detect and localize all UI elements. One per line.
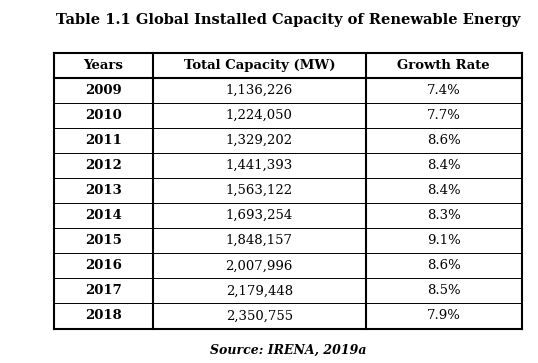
Text: 2017: 2017 [85,284,122,297]
Text: 7.4%: 7.4% [427,84,461,97]
Text: 1,563,122: 1,563,122 [226,184,293,197]
Text: 7.9%: 7.9% [427,310,461,322]
Text: 2016: 2016 [85,259,122,272]
Text: 2,350,755: 2,350,755 [226,310,293,322]
Text: Source: IRENA, 2019a: Source: IRENA, 2019a [210,344,366,357]
Text: Years: Years [83,59,123,72]
Text: 1,441,393: 1,441,393 [225,159,293,172]
Text: 8.3%: 8.3% [427,209,461,222]
Text: 1,693,254: 1,693,254 [225,209,293,222]
Text: 1,329,202: 1,329,202 [226,134,293,147]
Text: 8.5%: 8.5% [427,284,461,297]
Text: 8.4%: 8.4% [427,159,461,172]
Text: 8.6%: 8.6% [427,259,461,272]
Text: 2,179,448: 2,179,448 [226,284,293,297]
Text: Table 1.1 Global Installed Capacity of Renewable Energy: Table 1.1 Global Installed Capacity of R… [55,13,520,27]
Text: 1,136,226: 1,136,226 [225,84,293,97]
Text: 9.1%: 9.1% [427,234,461,247]
Text: 2012: 2012 [85,159,122,172]
Text: 1,224,050: 1,224,050 [226,109,293,122]
Text: Total Capacity (MW): Total Capacity (MW) [183,59,335,72]
Text: 2009: 2009 [85,84,122,97]
Text: 2014: 2014 [85,209,122,222]
Text: 7.7%: 7.7% [427,109,461,122]
Text: 2,007,996: 2,007,996 [225,259,293,272]
Text: 2013: 2013 [85,184,122,197]
Text: 2010: 2010 [85,109,122,122]
Text: 2015: 2015 [85,234,122,247]
Text: 8.6%: 8.6% [427,134,461,147]
Text: 1,848,157: 1,848,157 [226,234,293,247]
Text: 2018: 2018 [85,310,122,322]
Text: 8.4%: 8.4% [427,184,461,197]
Text: Growth Rate: Growth Rate [398,59,490,72]
Text: 2011: 2011 [85,134,122,147]
